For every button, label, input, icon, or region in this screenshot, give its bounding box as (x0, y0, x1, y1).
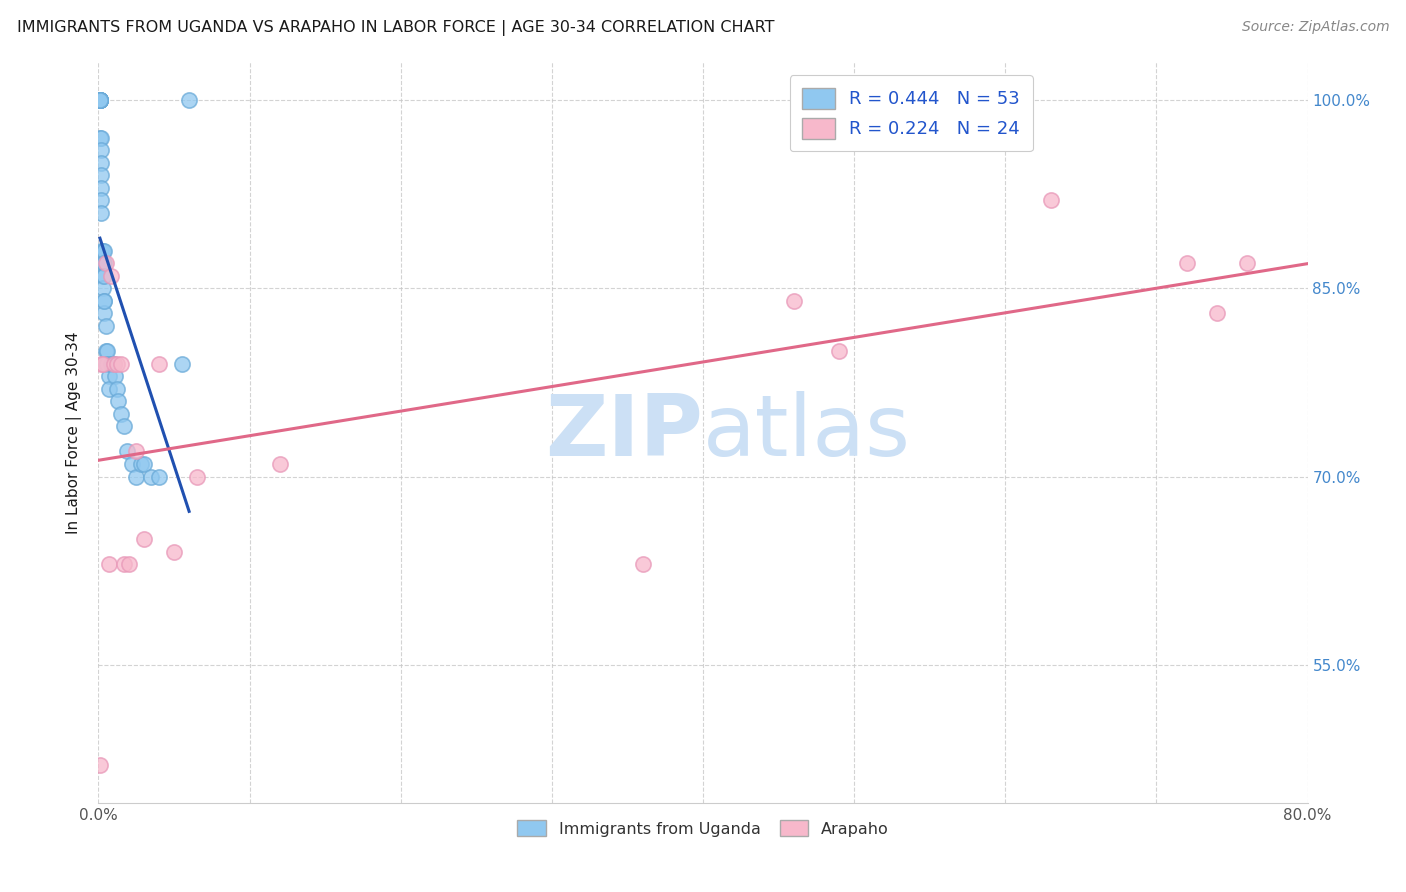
Point (132, 533, 155, 547)
Point (90, 194, 112, 208)
Point (141, 469, 163, 483)
Point (103, 357, 125, 371)
Point (98, 558, 121, 572)
Point (93, 293, 115, 308)
Point (104, 369, 127, 384)
Point (90, 143, 112, 157)
Point (90, 169, 112, 183)
Point (89, 93, 111, 107)
Point (89, 130, 111, 145)
Point (93, 293, 115, 308)
Point (179, 93, 201, 107)
Point (89, 93, 111, 107)
Point (100, 268, 122, 283)
Point (89, 93, 111, 107)
Point (90, 130, 112, 145)
Point (90, 244, 112, 258)
Point (90, 181, 112, 195)
Y-axis label: In Labor Force | Age 30-34: In Labor Force | Age 30-34 (66, 331, 83, 534)
Text: atlas: atlas (703, 391, 911, 475)
Text: ZIP: ZIP (546, 391, 703, 475)
Point (94, 357, 117, 371)
Point (91, 281, 114, 295)
Point (783, 293, 806, 308)
Point (1175, 256, 1198, 270)
Point (98, 369, 121, 384)
Point (269, 457, 291, 471)
Point (98, 382, 121, 396)
Point (91, 244, 114, 258)
Point (90, 156, 112, 170)
Point (112, 419, 135, 434)
Point (828, 344, 851, 359)
Point (1236, 256, 1258, 270)
Point (94, 344, 117, 359)
Point (93, 244, 115, 258)
Point (1206, 306, 1229, 320)
Point (103, 357, 125, 371)
Point (93, 306, 115, 320)
Point (148, 357, 170, 371)
Point (132, 457, 155, 471)
Point (89, 758, 111, 772)
Point (100, 357, 122, 371)
Point (115, 444, 138, 458)
Point (89, 93, 111, 107)
Text: IMMIGRANTS FROM UGANDA VS ARAPAHO IN LABOR FORCE | AGE 30-34 CORRELATION CHART: IMMIGRANTS FROM UGANDA VS ARAPAHO IN LAB… (17, 20, 775, 36)
Point (94, 256, 117, 270)
Point (93, 256, 115, 270)
Point (91, 357, 114, 371)
Point (105, 357, 128, 371)
Legend: Immigrants from Uganda, Arapaho: Immigrants from Uganda, Arapaho (510, 814, 896, 843)
Point (110, 357, 132, 371)
Point (170, 357, 193, 371)
Point (89, 93, 111, 107)
Point (96, 357, 118, 371)
Point (112, 558, 135, 572)
Point (96, 344, 118, 359)
Point (163, 545, 186, 559)
Point (129, 457, 152, 471)
Point (89, 93, 111, 107)
Point (94, 318, 117, 333)
Point (107, 394, 129, 409)
Point (186, 469, 208, 483)
Text: Source: ZipAtlas.com: Source: ZipAtlas.com (1241, 20, 1389, 34)
Point (148, 469, 170, 483)
Point (89, 93, 111, 107)
Point (91, 256, 114, 270)
Point (90, 357, 112, 371)
Point (89, 93, 111, 107)
Point (118, 558, 141, 572)
Point (101, 357, 124, 371)
Point (89, 93, 111, 107)
Point (121, 457, 143, 471)
Point (125, 469, 148, 483)
Point (105, 382, 128, 396)
Point (89, 93, 111, 107)
Point (93, 268, 115, 283)
Point (125, 444, 148, 458)
Point (90, 206, 112, 220)
Point (110, 407, 132, 421)
Point (631, 558, 654, 572)
Point (1039, 194, 1062, 208)
Point (91, 268, 114, 283)
